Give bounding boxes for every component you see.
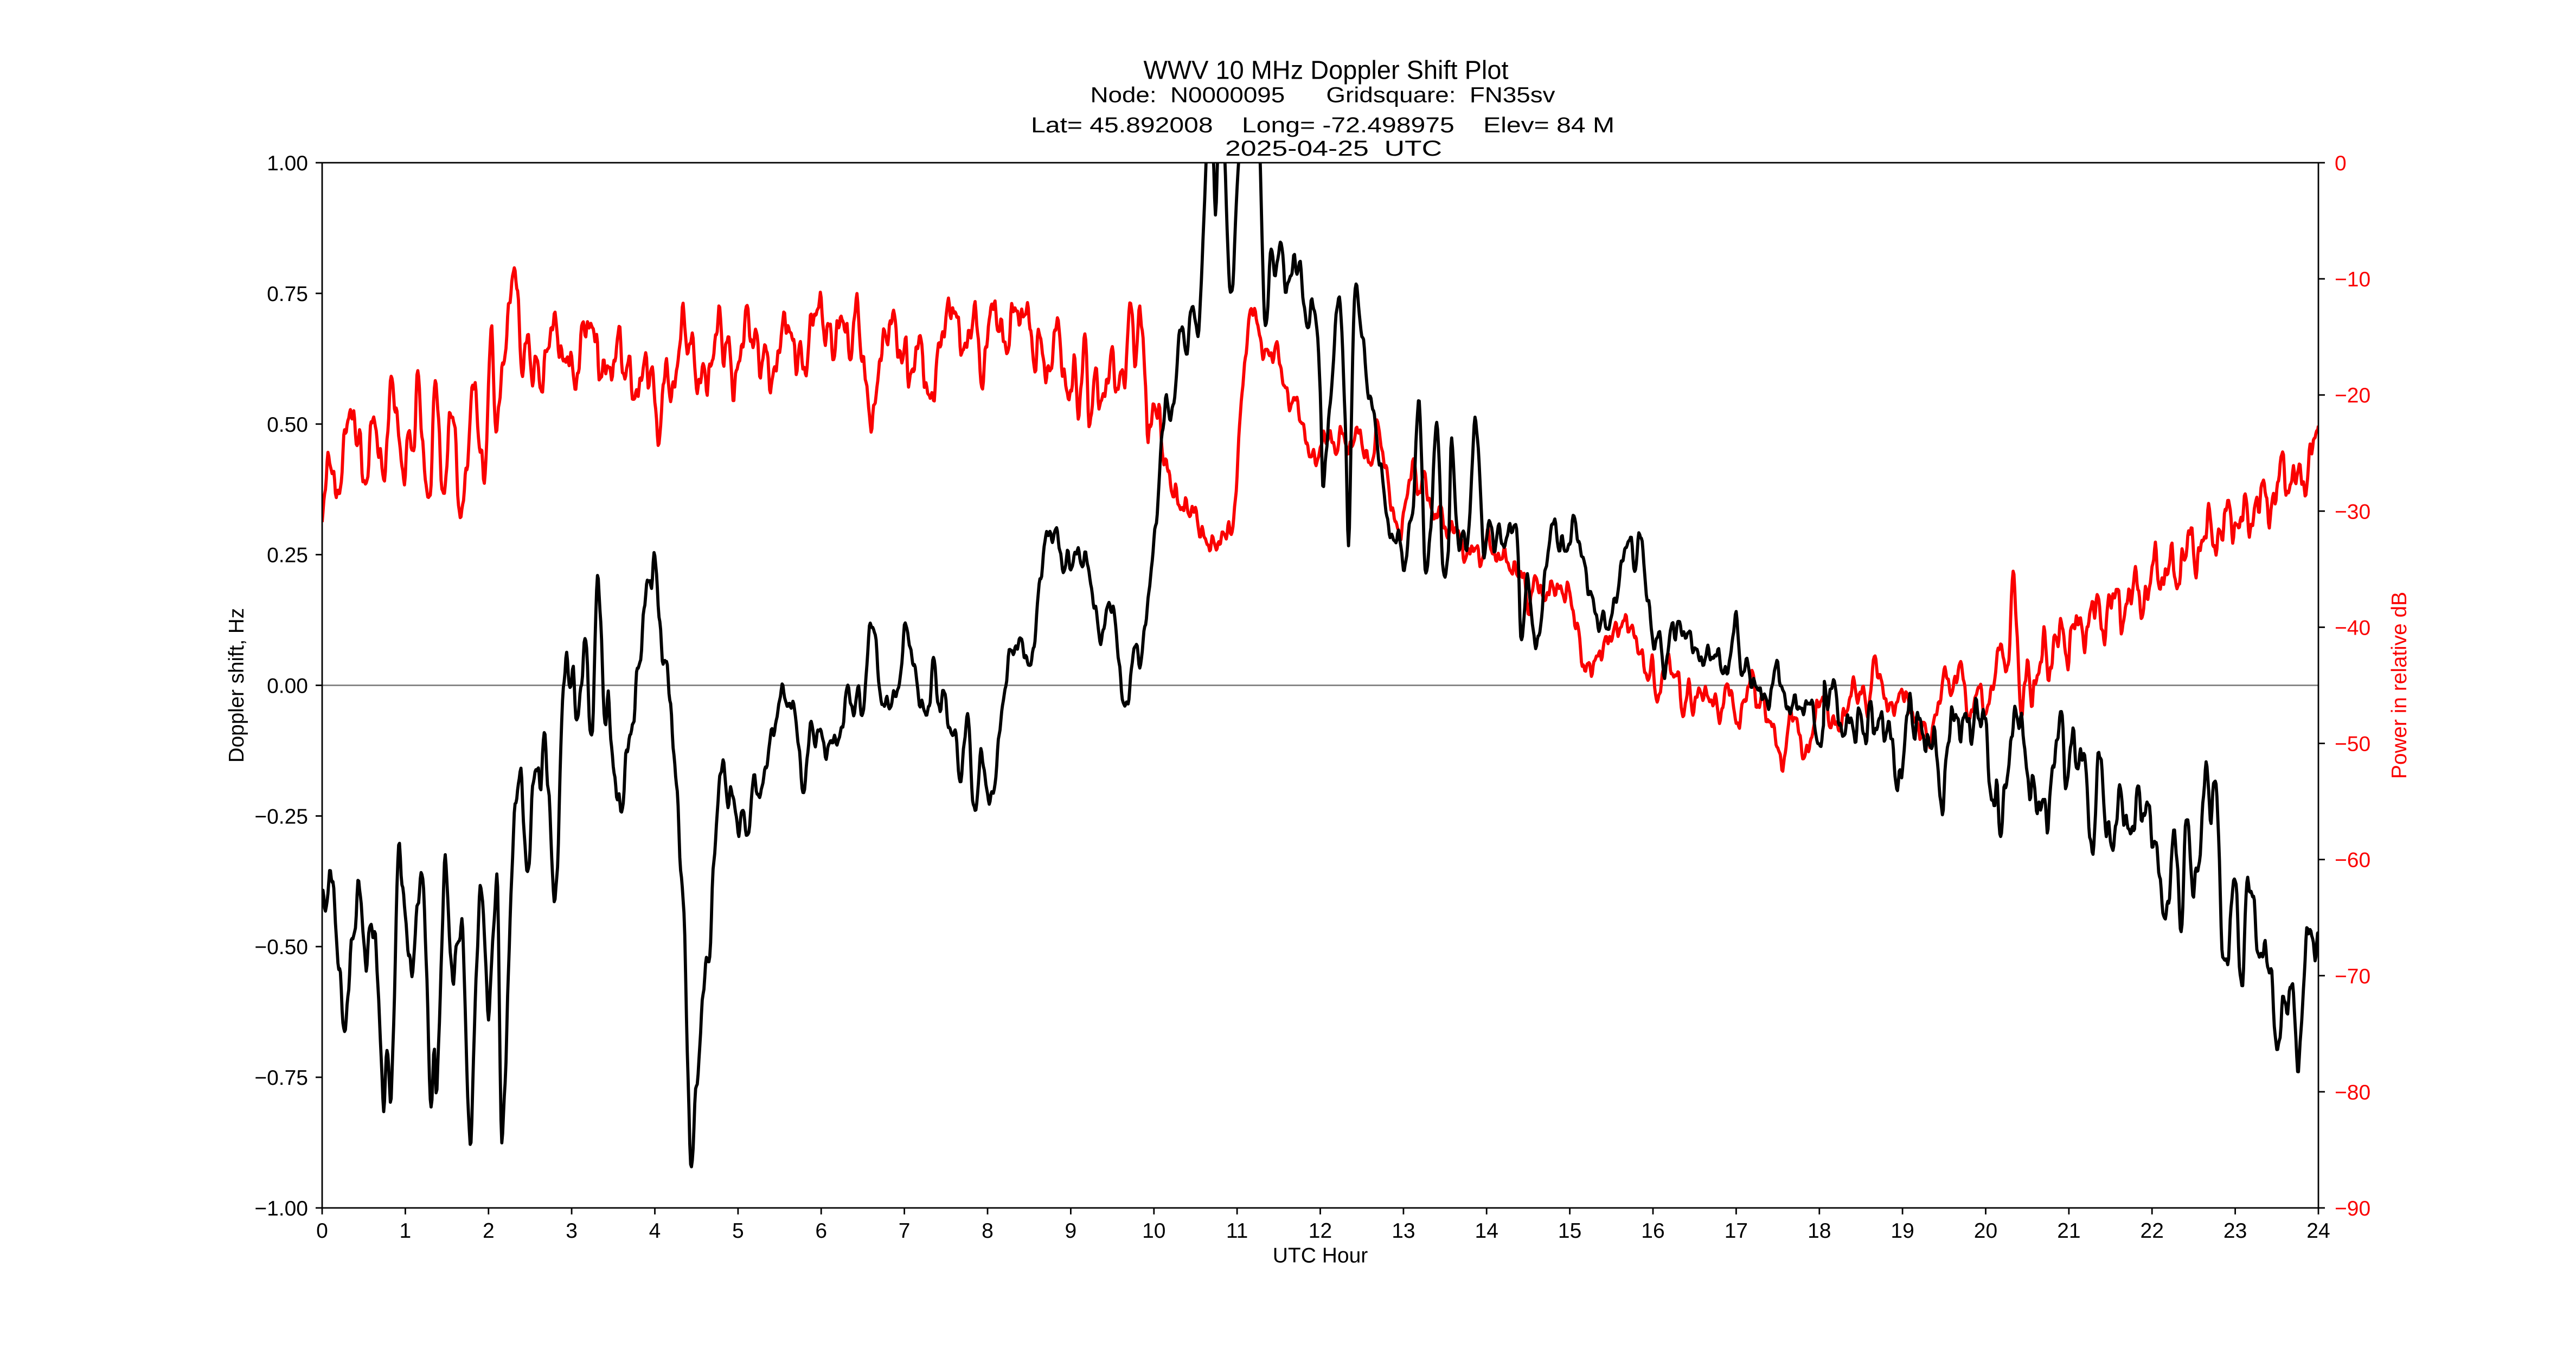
- svg-text:0.00: 0.00: [267, 675, 308, 698]
- svg-text:−30: −30: [2335, 500, 2370, 523]
- svg-text:0.75: 0.75: [267, 283, 308, 306]
- svg-text:−90: −90: [2335, 1197, 2370, 1220]
- svg-text:9: 9: [1065, 1219, 1077, 1243]
- svg-text:7: 7: [899, 1219, 911, 1243]
- svg-text:−50: −50: [2335, 733, 2370, 756]
- svg-text:22: 22: [2141, 1219, 2164, 1243]
- svg-text:20: 20: [1974, 1219, 1997, 1243]
- svg-text:Doppler shift, Hz: Doppler shift, Hz: [225, 608, 248, 763]
- svg-text:−1.00: −1.00: [254, 1197, 308, 1220]
- svg-text:4: 4: [649, 1219, 661, 1243]
- svg-text:−0.75: −0.75: [254, 1066, 308, 1090]
- svg-text:18: 18: [1808, 1219, 1831, 1243]
- svg-text:−60: −60: [2335, 849, 2370, 872]
- svg-text:24: 24: [2306, 1219, 2330, 1243]
- svg-text:19: 19: [1891, 1219, 1914, 1243]
- svg-text:23: 23: [2223, 1219, 2247, 1243]
- svg-text:−10: −10: [2335, 268, 2370, 291]
- svg-text:3: 3: [566, 1219, 578, 1243]
- svg-text:−0.50: −0.50: [254, 936, 308, 959]
- svg-text:−40: −40: [2335, 616, 2370, 639]
- svg-text:Lat= 45.892008 Long= -72.49: Lat= 45.892008 Long= -72.498975 Elev= 84…: [1031, 113, 1614, 137]
- svg-text:10: 10: [1142, 1219, 1165, 1243]
- svg-text:Power in relative dB: Power in relative dB: [2388, 592, 2411, 779]
- svg-text:17: 17: [1725, 1219, 1748, 1243]
- svg-text:−80: −80: [2335, 1081, 2370, 1104]
- svg-text:−0.25: −0.25: [254, 805, 308, 828]
- svg-text:0.25: 0.25: [267, 544, 308, 567]
- svg-text:8: 8: [982, 1219, 994, 1243]
- svg-text:5: 5: [732, 1219, 744, 1243]
- svg-text:Node: N0000095 Gridsquar: Node: N0000095 Gridsquare: FN35sv: [1091, 84, 1555, 107]
- svg-text:0: 0: [2335, 152, 2347, 175]
- svg-text:−70: −70: [2335, 965, 2370, 988]
- svg-text:6: 6: [815, 1219, 827, 1243]
- svg-text:2: 2: [483, 1219, 495, 1243]
- svg-text:15: 15: [1558, 1219, 1581, 1243]
- svg-text:13: 13: [1392, 1219, 1415, 1243]
- svg-text:0: 0: [316, 1219, 328, 1243]
- svg-text:−20: −20: [2335, 384, 2370, 407]
- svg-text:1: 1: [400, 1219, 412, 1243]
- svg-text:21: 21: [2057, 1219, 2080, 1243]
- svg-text:WWV 10 MHz Doppler Shift Plot: WWV 10 MHz Doppler Shift Plot: [1144, 56, 1509, 85]
- svg-text:0.50: 0.50: [267, 413, 308, 437]
- svg-text:12: 12: [1309, 1219, 1332, 1243]
- svg-text:1.00: 1.00: [267, 152, 308, 175]
- svg-text:16: 16: [1641, 1219, 1664, 1243]
- svg-text:UTC Hour: UTC Hour: [1273, 1244, 1368, 1268]
- svg-text:2025-04-25 UTC: 2025-04-25 UTC: [1225, 137, 1442, 161]
- svg-text:14: 14: [1475, 1219, 1498, 1243]
- svg-text:11: 11: [1226, 1219, 1248, 1243]
